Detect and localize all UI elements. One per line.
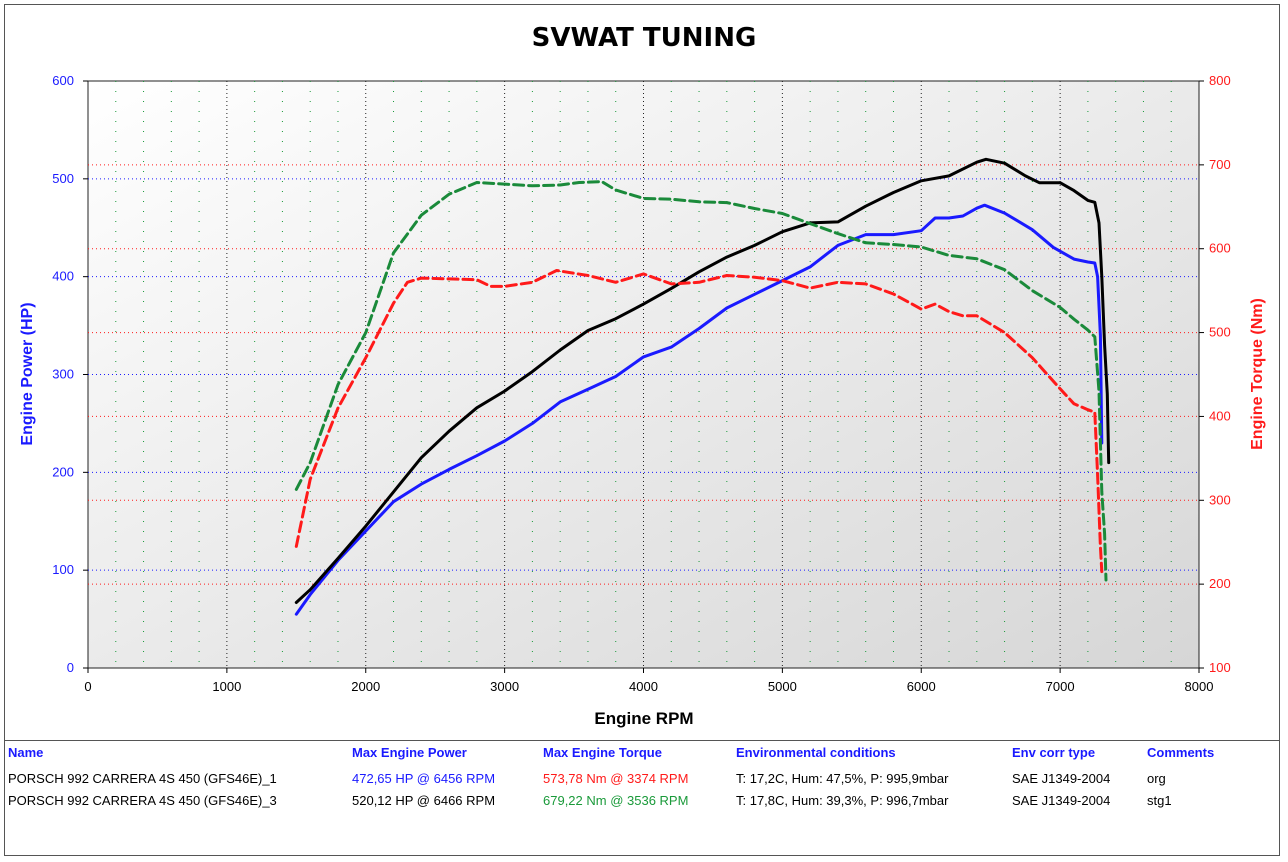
y-left-tick-label: 200	[52, 464, 74, 479]
y-left-tick-label: 600	[52, 73, 74, 88]
chart-window-frame	[4, 4, 1280, 856]
y-left-tick-label: 500	[52, 171, 74, 186]
y-right-tick-label: 700	[1209, 157, 1231, 172]
y-right-tick-label: 800	[1209, 73, 1231, 88]
y-right-axis-label: Engine Torque (Nm)	[1249, 298, 1266, 450]
y-right-tick-label: 100	[1209, 660, 1231, 675]
x-axis-label: Engine RPM	[594, 709, 693, 728]
y-right-tick-label: 300	[1209, 492, 1231, 507]
legend-row-env: T: 17,8C, Hum: 39,3%, P: 996,7mbar	[736, 793, 949, 808]
x-tick-label: 6000	[907, 679, 936, 694]
x-tick-label: 7000	[1046, 679, 1075, 694]
y-left-tick-label: 300	[52, 367, 74, 382]
x-tick-label: 0	[84, 679, 91, 694]
y-right-tick-label: 200	[1209, 576, 1231, 591]
y-left-axis-label: Engine Power (HP)	[19, 302, 36, 445]
y-right-tick-label: 500	[1209, 325, 1231, 340]
legend-row-comments: org	[1147, 771, 1166, 786]
axis-ticks: 0 1000 2000 3000 4000 5000 6000 7000 8000 0 100 200…	[52, 73, 1230, 694]
legend-header-env: Environmental conditions	[736, 745, 896, 760]
y-left-tick-label: 0	[67, 660, 74, 675]
x-tick-label: 8000	[1185, 679, 1214, 694]
legend-row-env: T: 17,2C, Hum: 47,5%, P: 995,9mbar	[736, 771, 949, 786]
torque-curve-2	[294, 269, 1104, 574]
legend-row-power: 520,12 HP @ 6466 RPM	[352, 793, 496, 808]
legend-row-comments: stg1	[1147, 793, 1172, 808]
legend-row-torque: 679,22 Nm @ 3536 RPM	[543, 793, 689, 808]
legend-row-name: PORSCH 992 CARRERA 4S 450 (GFS46E)_1	[8, 771, 277, 786]
legend-header-power: Max Engine Power	[352, 745, 467, 760]
x-tick-label: 1000	[212, 679, 241, 694]
x-tick-label: 2000	[351, 679, 380, 694]
legend-row-corr: SAE J1349-2004	[1012, 771, 1111, 786]
legend-table: Name Max Engine Power Max Engine Torque …	[4, 740, 1280, 857]
legend-row-corr: SAE J1349-2004	[1012, 793, 1111, 808]
dyno-chart: SVWAT TUNING 0 1000 2000 3000 4000 5000 6000 70…	[19, 23, 1266, 728]
y-right-tick-label: 600	[1209, 241, 1231, 256]
power-curve-0	[294, 203, 1104, 616]
x-tick-label: 3000	[490, 679, 519, 694]
x-tick-label: 5000	[768, 679, 797, 694]
legend-row-torque: 573,78 Nm @ 3374 RPM	[543, 771, 689, 786]
legend-row-power: 472,65 HP @ 6456 RPM	[352, 771, 496, 786]
legend-row-name: PORSCH 992 CARRERA 4S 450 (GFS46E)_3	[8, 793, 277, 808]
x-tick-label: 4000	[629, 679, 658, 694]
legend-header-corr: Env corr type	[1012, 745, 1096, 760]
legend-header-comments: Comments	[1147, 745, 1215, 760]
y-left-tick-label: 400	[52, 269, 74, 284]
y-left-tick-label: 100	[52, 562, 74, 577]
torque-curve-3	[294, 180, 1108, 582]
chart-title: SVWAT TUNING	[532, 23, 757, 53]
legend-header-name: Name	[8, 745, 44, 760]
y-right-tick-label: 400	[1209, 408, 1231, 423]
series-lines	[294, 157, 1111, 616]
legend-header-torque: Max Engine Torque	[543, 745, 662, 760]
